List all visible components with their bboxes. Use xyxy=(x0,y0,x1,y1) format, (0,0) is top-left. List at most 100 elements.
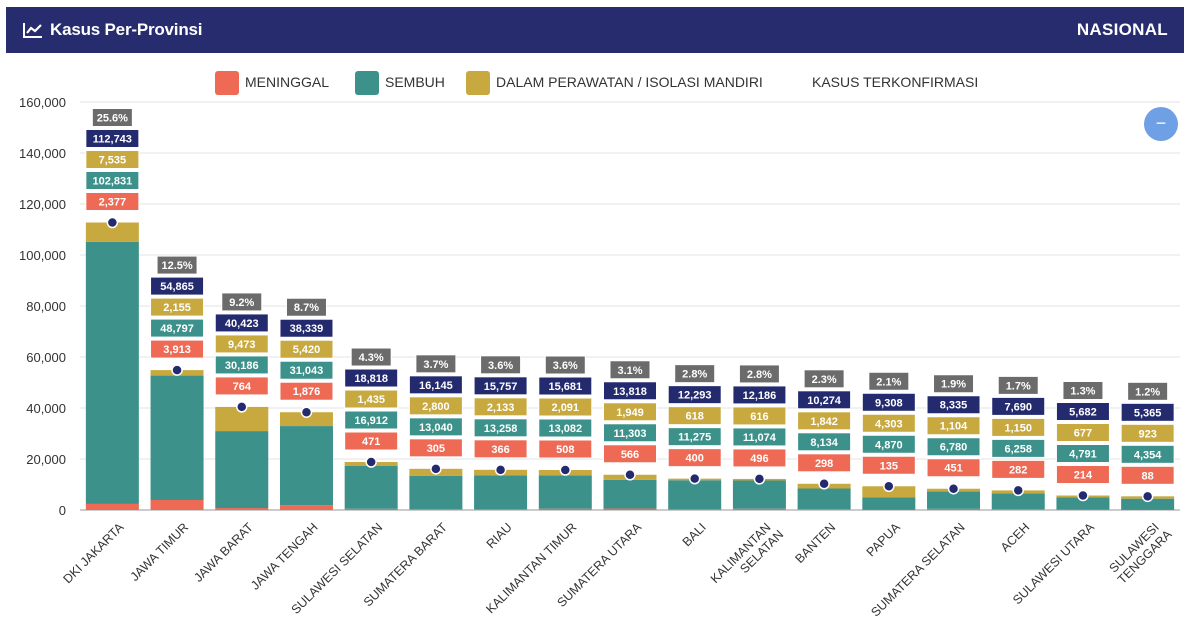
bar-meninggal[interactable] xyxy=(409,509,463,510)
bar-meninggal[interactable] xyxy=(927,508,981,510)
terkonfirmasi-point[interactable] xyxy=(365,456,377,468)
terkonfirmasi-point[interactable] xyxy=(753,473,766,485)
minus-icon[interactable]: − xyxy=(1156,113,1167,133)
label-percentage: 1.9% xyxy=(933,374,975,394)
bar-sembuh[interactable] xyxy=(85,241,139,504)
legend-label: SEMBUH xyxy=(385,74,445,90)
label-sembuh-text: 48,797 xyxy=(160,323,194,335)
label-percentage-text: 2.8% xyxy=(682,369,707,381)
legend-item[interactable]: DALAM PERAWATAN / ISOLASI MANDIRI xyxy=(466,71,763,95)
label-terkonfirmasi-text: 12,186 xyxy=(743,390,777,402)
label-meninggal-text: 366 xyxy=(491,444,509,456)
label-percentage: 9.2% xyxy=(221,292,263,312)
label-meninggal: 496 xyxy=(732,448,787,468)
label-perawatan-text: 4,303 xyxy=(875,418,903,430)
label-meninggal-text: 214 xyxy=(1074,470,1093,482)
bar-sembuh[interactable] xyxy=(668,480,722,509)
label-terkonfirmasi: 40,423 xyxy=(214,313,269,333)
terkonfirmasi-point[interactable] xyxy=(430,463,442,475)
bar-sembuh[interactable] xyxy=(991,493,1045,510)
bar-sembuh[interactable] xyxy=(927,491,981,509)
bar-meninggal[interactable] xyxy=(344,508,398,510)
bar-sembuh[interactable] xyxy=(150,375,204,501)
bar-sembuh[interactable] xyxy=(1121,498,1175,510)
label-meninggal: 3,913 xyxy=(150,339,205,359)
terkonfirmasi-point[interactable] xyxy=(236,401,248,413)
bar-meninggal[interactable] xyxy=(474,509,528,510)
bar-meninggal[interactable] xyxy=(279,505,333,510)
label-sembuh: 11,303 xyxy=(603,423,657,443)
zoom-out-button[interactable]: − xyxy=(1144,107,1178,141)
label-terkonfirmasi: 10,274 xyxy=(797,390,852,410)
label-terkonfirmasi-text: 15,681 xyxy=(548,381,582,393)
label-perawatan: 2,155 xyxy=(150,297,205,317)
bar-perawatan[interactable] xyxy=(279,412,333,427)
label-meninggal: 282 xyxy=(991,459,1046,479)
bar-meninggal[interactable] xyxy=(1056,509,1110,510)
label-terkonfirmasi: 18,818 xyxy=(344,368,399,388)
label-meninggal-text: 508 xyxy=(556,444,574,456)
terkonfirmasi-point[interactable] xyxy=(171,364,183,376)
bar-sembuh[interactable] xyxy=(474,475,528,510)
label-terkonfirmasi: 5,365 xyxy=(1120,402,1175,422)
terkonfirmasi-point[interactable] xyxy=(300,406,313,418)
bar-sembuh[interactable] xyxy=(603,479,657,509)
bar-meninggal[interactable] xyxy=(150,500,204,510)
bar-perawatan[interactable] xyxy=(85,222,139,242)
legend[interactable]: MENINGGAL SEMBUH DALAM PERAWATAN / ISOLASI… xyxy=(215,71,978,95)
bar-meninggal[interactable] xyxy=(797,509,851,510)
terkonfirmasi-point[interactable] xyxy=(559,464,572,476)
bar-meninggal[interactable] xyxy=(991,509,1045,510)
bar-sembuh[interactable] xyxy=(409,475,463,510)
bar-meninggal[interactable] xyxy=(215,508,269,510)
label-terkonfirmasi: 54,865 xyxy=(150,276,205,296)
bar-meninggal[interactable] xyxy=(732,508,786,510)
label-percentage: 3.7% xyxy=(415,354,457,374)
label-percentage-text: 2.1% xyxy=(876,376,901,388)
bar-sembuh[interactable] xyxy=(732,480,786,509)
label-sembuh: 31,043 xyxy=(279,360,334,380)
label-sembuh: 48,797 xyxy=(150,318,205,338)
terkonfirmasi-point[interactable] xyxy=(947,482,960,495)
bar-sembuh[interactable] xyxy=(538,475,592,509)
label-percentage: 12.5% xyxy=(156,255,198,275)
label-perawatan: 923 xyxy=(1120,423,1175,443)
terkonfirmasi-point[interactable] xyxy=(1141,490,1154,503)
bar-sembuh[interactable] xyxy=(344,465,398,509)
bar-meninggal[interactable] xyxy=(85,503,139,510)
bar-meninggal[interactable] xyxy=(538,508,592,510)
label-sembuh-text: 13,040 xyxy=(419,422,453,434)
label-perawatan: 1,842 xyxy=(797,411,852,431)
bar-sembuh[interactable] xyxy=(279,426,333,506)
label-terkonfirmasi-text: 16,145 xyxy=(419,380,453,392)
label-percentage-text: 1.9% xyxy=(941,379,966,391)
terkonfirmasi-point[interactable] xyxy=(494,464,507,476)
terkonfirmasi-point[interactable] xyxy=(624,469,636,481)
legend-item[interactable]: SEMBUH xyxy=(355,71,445,95)
label-terkonfirmasi-text: 18,818 xyxy=(354,373,388,385)
bar-sembuh[interactable] xyxy=(1056,497,1110,510)
label-sembuh-text: 8,134 xyxy=(810,437,838,449)
label-terkonfirmasi: 5,682 xyxy=(1055,402,1110,422)
terkonfirmasi-point[interactable] xyxy=(688,472,701,485)
label-percentage-text: 3.7% xyxy=(423,359,448,371)
label-meninggal-text: 2,377 xyxy=(99,197,127,209)
legend-item[interactable]: KASUS TERKONFIRMASI xyxy=(812,74,978,90)
terkonfirmasi-point[interactable] xyxy=(883,480,895,493)
terkonfirmasi-point[interactable] xyxy=(106,216,119,229)
bar-meninggal[interactable] xyxy=(668,508,722,510)
terkonfirmasi-point[interactable] xyxy=(818,478,830,490)
bar-sembuh[interactable] xyxy=(862,497,916,510)
legend-item[interactable]: MENINGGAL xyxy=(215,71,329,95)
bar-meninggal[interactable] xyxy=(603,508,657,510)
terkonfirmasi-point[interactable] xyxy=(1012,484,1024,497)
bar-sembuh[interactable] xyxy=(215,431,269,509)
svg-text:RIAU: RIAU xyxy=(484,520,515,551)
bar-sembuh[interactable] xyxy=(797,488,851,510)
terkonfirmasi-point[interactable] xyxy=(1077,489,1089,502)
label-percentage-text: 3.6% xyxy=(553,360,578,372)
label-terkonfirmasi-text: 15,757 xyxy=(484,381,518,393)
label-sembuh: 4,870 xyxy=(861,434,916,454)
label-perawatan-text: 2,800 xyxy=(422,401,450,413)
